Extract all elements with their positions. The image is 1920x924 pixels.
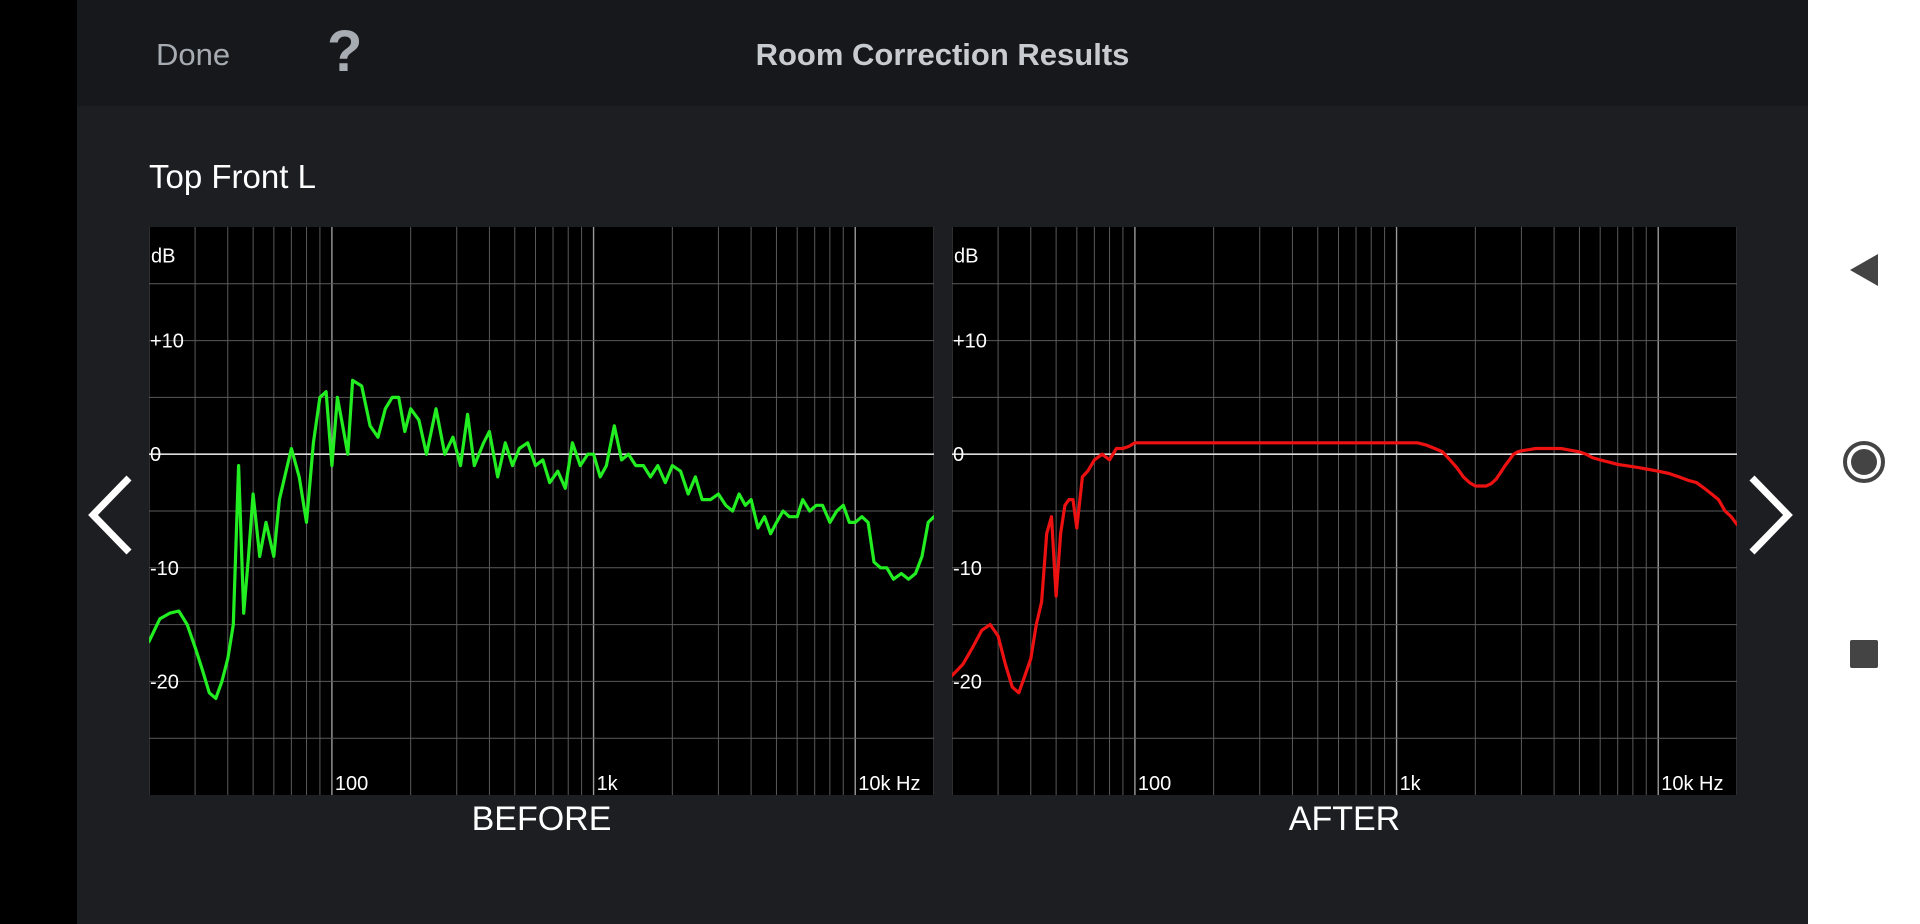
system-nav-bar [1808, 0, 1920, 924]
before-ytick-label: -20 [150, 671, 179, 693]
before-xtick-label: 1k [597, 773, 619, 795]
triangle-back-icon[interactable] [1838, 244, 1890, 296]
help-button[interactable]: ? [327, 19, 363, 84]
before-chart-title: BEFORE [471, 800, 612, 838]
before-ytick-label: +10 [150, 331, 184, 353]
chevron-right-icon[interactable] [1742, 470, 1798, 560]
speaker-name: Top Front L [149, 158, 316, 195]
after-ylabel: dB [954, 245, 978, 267]
before-ytick-label: 0 [150, 444, 161, 466]
after-chart: dB +10 0 -10 -20 100 1k 10k Hz [952, 227, 1737, 795]
page-title: Room Correction Results [755, 37, 1130, 72]
after-chart-title: AFTER [1288, 800, 1401, 838]
after-xtick-label: 10k Hz [1661, 773, 1723, 795]
after-xtick-label: 1k [1400, 773, 1422, 795]
before-ylabel: dB [151, 245, 175, 267]
before-ytick-label: -10 [150, 558, 179, 580]
after-ytick-label: 0 [953, 444, 964, 466]
header-bar: Done ? Room Correction Results [77, 0, 1808, 106]
circle-home-icon[interactable] [1838, 436, 1890, 488]
square-recents-icon[interactable] [1838, 628, 1890, 680]
after-response-line [952, 441, 1737, 695]
after-xtick-label: 100 [1138, 773, 1171, 795]
chevron-left-icon[interactable] [83, 470, 139, 560]
before-chart: dB +10 0 -10 -20 100 1k 10k Hz [149, 227, 934, 795]
before-response-line [149, 378, 934, 700]
after-ytick-label: -10 [953, 558, 982, 580]
after-ytick-label: -20 [953, 671, 982, 693]
done-button[interactable]: Done [156, 37, 231, 72]
app-window: Done ? Room Correction Results Top Front… [77, 0, 1808, 924]
after-ytick-label: +10 [953, 331, 987, 353]
before-xtick-label: 10k Hz [858, 773, 920, 795]
before-xtick-label: 100 [335, 773, 368, 795]
